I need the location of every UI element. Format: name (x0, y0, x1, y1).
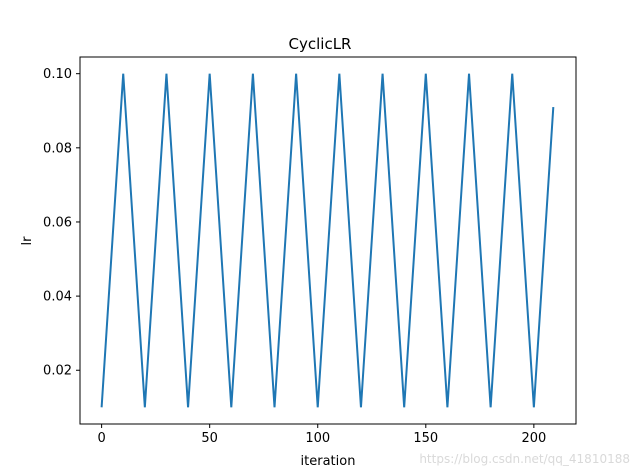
y-tick-label: 0.10 (43, 67, 72, 82)
plot-area (100, 73, 555, 408)
y-tick-label: 0.08 (43, 141, 72, 156)
y-tick-label: 0.04 (43, 290, 72, 305)
watermark: https://blog.csdn.net/qq_41810188 (419, 452, 630, 466)
y-axis-ticks: 0.02 0.04 0.06 0.08 0.10 (43, 67, 80, 379)
series-line-0 (100, 73, 555, 408)
plot-frame (79, 56, 577, 425)
x-axis-label: iteration (301, 454, 356, 469)
x-tick-label: 100 (305, 431, 330, 446)
x-axis-ticks: 0 50 100 150 200 (97, 424, 546, 446)
x-tick-label: 150 (413, 431, 438, 446)
y-tick-label: 0.06 (43, 215, 72, 230)
chart-title: CyclicLR (289, 35, 352, 53)
x-tick-label: 0 (97, 431, 105, 446)
y-axis-label: lr (20, 236, 35, 246)
x-tick-label: 50 (201, 431, 218, 446)
y-tick-label: 0.02 (43, 364, 72, 379)
x-tick-label: 200 (521, 431, 546, 446)
